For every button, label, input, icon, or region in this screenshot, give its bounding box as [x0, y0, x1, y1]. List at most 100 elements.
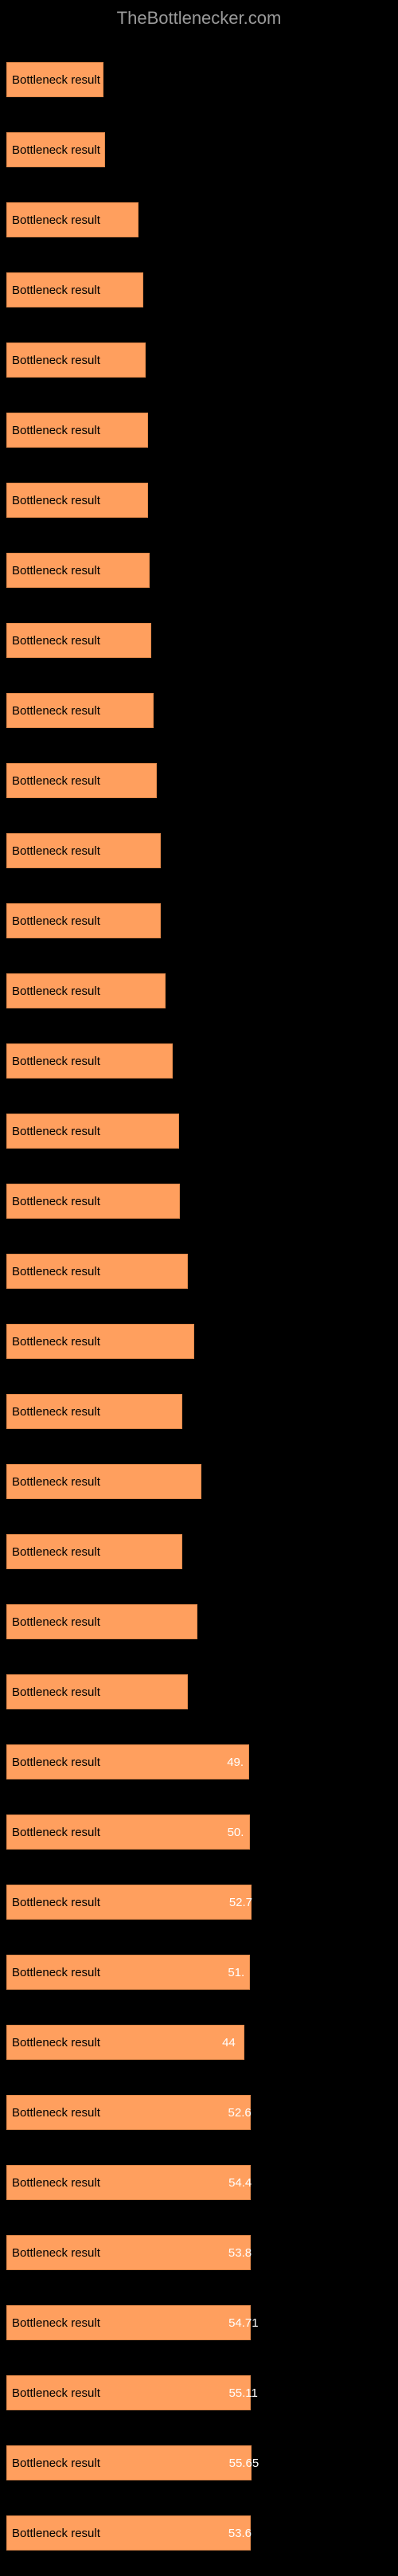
bar-label: Bottleneck result	[7, 1405, 100, 1419]
bar: Bottleneck result	[6, 2375, 251, 2410]
bar-label: Bottleneck result	[7, 1055, 100, 1068]
bar-label: Bottleneck result	[7, 143, 100, 157]
bar-label: Bottleneck result	[7, 1125, 100, 1138]
bar-label: Bottleneck result	[7, 1756, 100, 1769]
bar-label: Bottleneck result	[7, 774, 100, 788]
bar: Bottleneck result	[6, 1604, 197, 1639]
bar-row: Bottleneck result	[6, 255, 392, 325]
bar-row: Bottleneck result	[6, 1517, 392, 1587]
bar-label: Bottleneck result	[7, 2106, 100, 2120]
bar-row: Bottleneck result 51.	[6, 1937, 392, 2007]
bar: Bottleneck result	[6, 1885, 252, 1920]
bar-row: Bottleneck result	[6, 1026, 392, 1096]
bar: Bottleneck result	[6, 693, 154, 728]
bar: Bottleneck result	[6, 1955, 250, 1990]
bar-label: Bottleneck result	[7, 2457, 100, 2470]
bar: Bottleneck result	[6, 1324, 194, 1359]
bar: Bottleneck result	[6, 2235, 251, 2270]
bar-row: Bottleneck result	[6, 45, 392, 115]
bar-value-label: 44	[222, 2036, 236, 2049]
bar: Bottleneck result	[6, 2515, 251, 2551]
bar: Bottleneck result	[6, 272, 143, 307]
bar-row: Bottleneck result	[6, 1166, 392, 1236]
bar-value-label: 53.6	[228, 2527, 252, 2540]
bar-label: Bottleneck result	[7, 424, 100, 437]
bar-row: Bottleneck result	[6, 956, 392, 1026]
bar-row: Bottleneck result 55.65	[6, 2428, 392, 2498]
bar: Bottleneck result	[6, 973, 166, 1008]
bar-label: Bottleneck result	[7, 1265, 100, 1278]
bar: Bottleneck result	[6, 1534, 182, 1569]
bar-label: Bottleneck result	[7, 2527, 100, 2540]
bar: Bottleneck result	[6, 1394, 182, 1429]
bar-value-label: 53.8	[228, 2246, 252, 2260]
bar-row: Bottleneck result	[6, 115, 392, 185]
bar-row: Bottleneck result	[6, 1306, 392, 1376]
bar-row: Bottleneck result 52.6	[6, 2077, 392, 2147]
bar-row: Bottleneck result 54.71	[6, 2288, 392, 2358]
bar-row: Bottleneck result	[6, 886, 392, 956]
bar-row: Bottleneck result	[6, 1376, 392, 1447]
bar-label: Bottleneck result	[7, 2036, 100, 2049]
bar-label: Bottleneck result	[7, 914, 100, 928]
bar: Bottleneck result	[6, 553, 150, 588]
bar: Bottleneck result	[6, 1744, 249, 1779]
bar: Bottleneck result	[6, 623, 151, 658]
bar: Bottleneck result	[6, 2025, 244, 2060]
bar-row: Bottleneck result55.11	[6, 2358, 392, 2428]
bar-label: Bottleneck result	[7, 2316, 100, 2330]
bar: Bottleneck result	[6, 903, 161, 938]
bar-row: Bottleneck result	[6, 1587, 392, 1657]
bar-value-label: 54.71	[228, 2316, 259, 2330]
bar-value-label: 50.	[228, 1826, 244, 1839]
bar-row: Bottleneck result	[6, 535, 392, 605]
bar-label: Bottleneck result	[7, 1966, 100, 1979]
bar-row: Bottleneck result	[6, 746, 392, 816]
bar-row: Bottleneck result 53.8	[6, 2218, 392, 2288]
bar-value-label: 52.6	[228, 2106, 252, 2120]
bar: Bottleneck result	[6, 413, 148, 448]
bar-value-label: 49.	[227, 1756, 244, 1769]
bar-label: Bottleneck result	[7, 985, 100, 998]
bar-value-label: 55.65	[229, 2457, 259, 2470]
bar-value-label: 52.7	[229, 1896, 252, 1909]
bar-row: Bottleneck result 49.	[6, 1727, 392, 1797]
bar-row: Bottleneck result	[6, 465, 392, 535]
bar-label: Bottleneck result	[7, 704, 100, 718]
bar: Bottleneck result	[6, 62, 103, 97]
bar-label: Bottleneck result	[7, 844, 100, 858]
bar-row: Bottleneck result	[6, 1657, 392, 1727]
bar-label: Bottleneck result	[7, 1826, 100, 1839]
bar-chart: Bottleneck resultBottleneck resultBottle…	[0, 45, 398, 2568]
bar: Bottleneck result	[6, 1674, 188, 1709]
bar-row: Bottleneck result54.4	[6, 2147, 392, 2218]
bar-label: Bottleneck result	[7, 284, 100, 297]
bar-label: Bottleneck result	[7, 354, 100, 367]
bar-label: Bottleneck result	[7, 2246, 100, 2260]
page-title: TheBottlenecker.com	[0, 8, 398, 29]
bar-label: Bottleneck result	[7, 213, 100, 227]
bar-row: Bottleneck result	[6, 185, 392, 255]
bar-value-label: 51.	[228, 1966, 244, 1979]
bar-value-label: 54.4	[228, 2176, 252, 2190]
bar-label: Bottleneck result	[7, 73, 100, 87]
bar: Bottleneck result	[6, 2305, 251, 2340]
bar: Bottleneck result	[6, 1114, 179, 1149]
bar: Bottleneck result	[6, 483, 148, 518]
bar-label: Bottleneck result	[7, 2386, 100, 2400]
bar-row: Bottleneck result	[6, 325, 392, 395]
bar-label: Bottleneck result	[7, 494, 100, 507]
bar: Bottleneck result	[6, 1464, 201, 1499]
bar: Bottleneck result	[6, 763, 157, 798]
bar: Bottleneck result	[6, 343, 146, 378]
bar-row: Bottleneck result	[6, 1236, 392, 1306]
bar: Bottleneck result	[6, 1184, 180, 1219]
bar-row: Bottleneck result 53.6	[6, 2498, 392, 2568]
bar-row: Bottleneck result 50.	[6, 1797, 392, 1867]
bar: Bottleneck result	[6, 833, 161, 868]
bar-label: Bottleneck result	[7, 1545, 100, 1559]
bar-row: Bottleneck result	[6, 605, 392, 675]
bar: Bottleneck result	[6, 2445, 252, 2480]
bar-label: Bottleneck result	[7, 1685, 100, 1699]
bar: Bottleneck result	[6, 1815, 250, 1850]
